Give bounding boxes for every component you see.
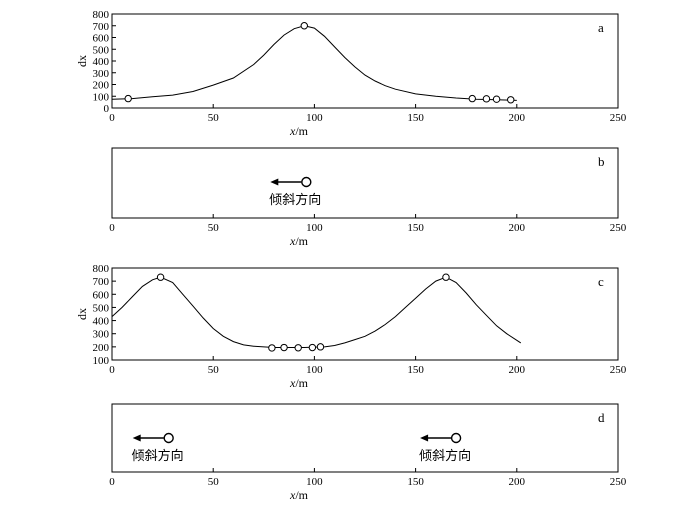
x-tick-label: 100 xyxy=(306,364,323,376)
x-axis-label-var: x xyxy=(289,124,296,138)
data-point xyxy=(468,94,476,103)
direction-label: 倾斜方向 xyxy=(419,448,471,464)
y-tick-label: 500 xyxy=(93,44,110,56)
x-axis-label-var: x xyxy=(289,234,296,248)
direction-arrowhead xyxy=(420,434,429,442)
plot-frame xyxy=(111,147,619,219)
y-tick-label: 400 xyxy=(93,316,110,328)
direction-label: 倾斜方向 xyxy=(269,192,321,208)
y-tick-label: 600 xyxy=(93,289,110,301)
panel-label: d xyxy=(598,410,605,425)
panel-b: 0 50 100 150 200 250 x/m b 倾斜方向 xyxy=(109,147,627,248)
y-tick-label: 300 xyxy=(93,329,110,341)
x-tick-label: 0 xyxy=(109,364,115,376)
data-point xyxy=(482,95,491,103)
x-axis-label: x/m xyxy=(289,124,309,138)
x-axis-label-unit: /m xyxy=(295,124,308,138)
y-tick-label: 200 xyxy=(93,342,110,354)
x-tick-label: 150 xyxy=(407,476,424,488)
y-tick-label: 100 xyxy=(93,355,110,367)
data-point xyxy=(280,343,288,352)
data-point xyxy=(308,343,317,352)
x-tick-label: 0 xyxy=(109,112,115,124)
x-tick-label: 200 xyxy=(509,364,526,376)
x-tick-label: 50 xyxy=(208,476,220,488)
x-tick-label: 50 xyxy=(208,112,220,124)
direction-arrowhead xyxy=(270,178,279,186)
y-tick-label: 800 xyxy=(93,9,110,21)
y-tick-label: 700 xyxy=(93,276,110,288)
x-axis-label-var: x xyxy=(289,376,296,390)
y-tick-label: 400 xyxy=(93,56,110,68)
plot-frame xyxy=(111,403,619,473)
y-tick-label: 300 xyxy=(93,68,110,80)
data-point xyxy=(268,344,276,352)
x-tick-label: 100 xyxy=(306,222,323,234)
direction-marker xyxy=(163,432,174,444)
x-tick-label: 250 xyxy=(610,222,627,234)
x-tick-label: 250 xyxy=(610,476,627,488)
direction-arrowhead xyxy=(132,434,141,442)
panel-label: c xyxy=(598,274,604,289)
x-tick-label: 200 xyxy=(509,112,526,124)
x-axis-label-var: x xyxy=(289,488,296,502)
x-axis-label-unit: /m xyxy=(295,234,308,248)
panel-a: 0 50 100 150 200 250x/ma010020030040050060070… xyxy=(75,9,627,138)
data-point xyxy=(300,22,308,30)
x-tick-label: 50 xyxy=(208,364,220,376)
x-axis-label-unit: /m xyxy=(295,488,308,502)
x-axis-label: x/m xyxy=(289,234,309,248)
series-line xyxy=(111,276,522,348)
y-tick-label: 600 xyxy=(93,33,110,45)
y-tick-label: 500 xyxy=(93,302,110,314)
x-tick-label: 150 xyxy=(407,222,424,234)
x-axis-label: x/m xyxy=(289,488,309,502)
data-point xyxy=(294,344,302,352)
plot-frame xyxy=(111,267,619,361)
data-point xyxy=(124,94,132,103)
panel-d: 0 50 100 150 200 250 x/m d 倾斜方向 倾斜方向 xyxy=(109,403,627,502)
direction-marker xyxy=(450,432,462,444)
x-tick-label: 150 xyxy=(407,112,424,124)
y-tick-label: 200 xyxy=(93,80,110,92)
x-tick-label: 0 xyxy=(109,476,115,488)
x-tick-label: 150 xyxy=(407,364,424,376)
series-line xyxy=(111,25,517,101)
direction-label: 倾斜方向 xyxy=(132,448,184,464)
panel-label: a xyxy=(598,20,604,35)
x-tick-label: 50 xyxy=(208,222,220,234)
data-point xyxy=(442,273,450,281)
data-point xyxy=(507,96,515,104)
x-tick-label: 250 xyxy=(610,112,627,124)
x-tick-label: 0 xyxy=(109,222,115,234)
panel-label: b xyxy=(598,154,605,169)
y-tick-label: 0 xyxy=(104,103,110,115)
y-axis-label: dx xyxy=(75,55,89,67)
x-tick-label: 100 xyxy=(306,112,323,124)
x-tick-label: 200 xyxy=(509,222,526,234)
data-point xyxy=(156,273,165,281)
y-tick-label: 800 xyxy=(93,263,110,275)
direction-marker xyxy=(301,176,312,188)
panel-c: 0 50 100 150 200 250x/mc100200300400500600700… xyxy=(75,263,627,390)
x-tick-label: 200 xyxy=(509,476,526,488)
data-point xyxy=(316,343,325,351)
y-axis-label: dx xyxy=(75,308,89,320)
plot-frame xyxy=(111,13,619,109)
data-point xyxy=(492,95,501,103)
x-tick-label: 250 xyxy=(610,364,627,376)
y-tick-label: 100 xyxy=(93,91,110,103)
x-axis-label-unit: /m xyxy=(295,376,308,390)
y-tick-label: 700 xyxy=(93,21,110,33)
x-tick-label: 100 xyxy=(306,476,323,488)
x-axis-label: x/m xyxy=(289,376,309,390)
